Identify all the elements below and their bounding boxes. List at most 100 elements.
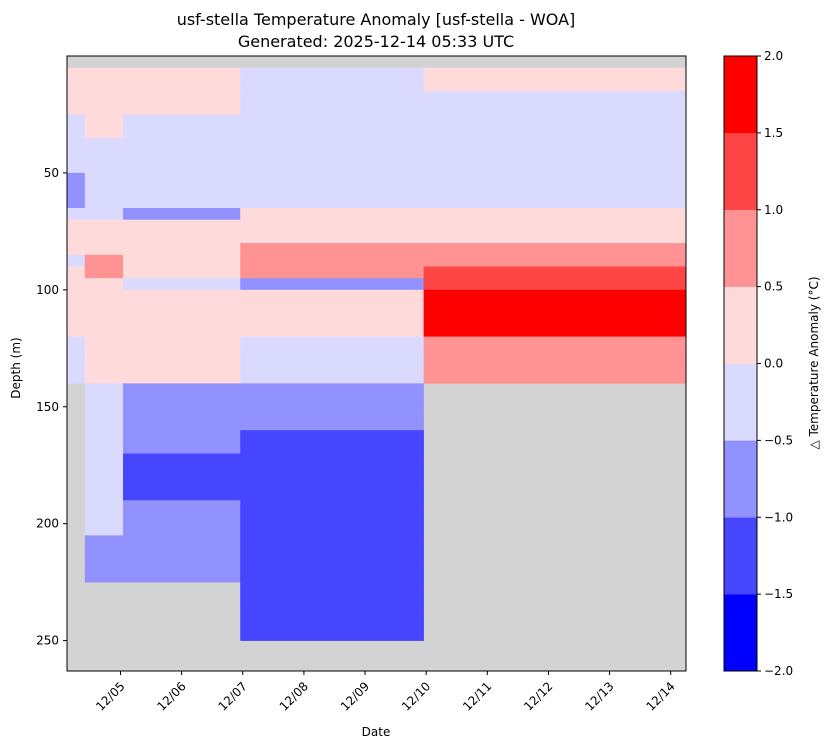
heatmap-cell xyxy=(123,348,241,361)
heatmap-cell xyxy=(123,231,241,244)
heatmap-cell xyxy=(240,582,424,595)
heatmap-cell xyxy=(123,149,241,162)
colorbar-tick-label: 0.5 xyxy=(764,280,783,294)
heatmap-cell xyxy=(423,161,687,174)
heatmap-cell xyxy=(240,278,424,291)
heatmap-cell xyxy=(84,406,124,419)
heatmap-cell xyxy=(240,453,424,466)
heatmap-cell xyxy=(240,161,424,174)
heatmap-cell xyxy=(423,184,687,197)
heatmap-cell xyxy=(123,453,241,466)
heatmap-cell xyxy=(123,91,241,104)
heatmap-cell xyxy=(123,184,241,197)
x-tick-label: 12/09 xyxy=(338,679,372,713)
heatmap-cell xyxy=(123,500,241,513)
heatmap-cell xyxy=(123,406,241,419)
colorbar-segment xyxy=(724,517,757,595)
colorbar-segment xyxy=(724,286,757,364)
heatmap-cell xyxy=(123,207,241,220)
colorbar-tick-label: 1.5 xyxy=(764,126,783,140)
heatmap-cell xyxy=(123,418,241,431)
heatmap-cell xyxy=(240,418,424,431)
heatmap-cell xyxy=(67,243,86,256)
heatmap-cell xyxy=(423,359,687,372)
heatmap-cell xyxy=(123,547,241,560)
heatmap-cell xyxy=(84,289,124,302)
heatmap-cell xyxy=(240,219,424,232)
plot-frame xyxy=(66,55,687,672)
heatmap-cell xyxy=(240,243,424,256)
heatmap-cell xyxy=(67,161,86,174)
y-tick-label: 250 xyxy=(36,634,59,648)
colorbar-tick-label: −1.0 xyxy=(764,510,793,524)
heatmap-cell xyxy=(84,114,124,127)
heatmap-cell xyxy=(84,102,124,115)
heatmap-cell xyxy=(84,278,124,291)
heatmap-cell xyxy=(67,149,86,162)
heatmap-cell xyxy=(240,558,424,571)
x-tick-label: 12/08 xyxy=(277,679,311,713)
heatmap-cell xyxy=(423,313,687,326)
heatmap-cell xyxy=(84,336,124,349)
heatmap-cell xyxy=(423,149,687,162)
colorbar-tick-label: −0.5 xyxy=(764,433,793,447)
heatmap-plot-area xyxy=(66,55,687,672)
heatmap-cell xyxy=(84,547,124,560)
heatmap-cell xyxy=(240,231,424,244)
heatmap-cell xyxy=(423,91,687,104)
heatmap-cell xyxy=(240,488,424,501)
heatmap-cell xyxy=(123,67,241,80)
heatmap-cell xyxy=(67,79,86,92)
x-tick-label: 12/06 xyxy=(154,679,188,713)
heatmap-cell xyxy=(67,219,86,232)
y-tick-label: 100 xyxy=(36,283,59,297)
heatmap-cell xyxy=(423,172,687,185)
heatmap-cell xyxy=(240,430,424,443)
heatmap-cell xyxy=(123,219,241,232)
colorbar-segment xyxy=(724,132,757,211)
heatmap-cell xyxy=(84,511,124,524)
colorbar-tick-label: −2.0 xyxy=(764,664,793,678)
heatmap-cell xyxy=(123,324,241,337)
x-tick-label: 12/07 xyxy=(216,679,250,713)
heatmap-cell xyxy=(423,266,687,279)
heatmap-cell xyxy=(123,137,241,150)
colorbar-label: △ Temperature Anomaly (°C) xyxy=(807,276,821,449)
heatmap-cell xyxy=(84,243,124,256)
heatmap-cell xyxy=(123,161,241,174)
heatmap-cell xyxy=(240,593,424,606)
chart-title-line2: Generated: 2025-12-14 05:33 UTC xyxy=(238,32,514,51)
heatmap-cell xyxy=(84,172,124,185)
heatmap-cell xyxy=(240,628,424,641)
heatmap-cell xyxy=(84,254,124,267)
heatmap-cell xyxy=(423,67,687,80)
heatmap-cell xyxy=(84,383,124,396)
heatmap-cell xyxy=(123,465,241,478)
x-tick-label: 12/10 xyxy=(399,679,433,713)
heatmap-cell xyxy=(423,278,687,291)
heatmap-cell xyxy=(423,196,687,209)
heatmap-cell xyxy=(84,184,124,197)
heatmap-cell xyxy=(84,558,124,571)
heatmap-cell xyxy=(84,465,124,478)
heatmap-cell xyxy=(240,149,424,162)
heatmap-cell xyxy=(123,558,241,571)
heatmap-cell xyxy=(123,289,241,302)
heatmap-cell xyxy=(423,243,687,256)
heatmap-cell xyxy=(67,172,86,185)
heatmap-cell xyxy=(67,371,86,384)
y-axis-label: Depth (m) xyxy=(9,337,23,398)
heatmap-cell xyxy=(67,278,86,291)
heatmap-cell xyxy=(84,453,124,466)
x-axis-label: Date xyxy=(362,725,391,739)
heatmap-cell xyxy=(123,523,241,536)
heatmap-cell xyxy=(84,219,124,232)
heatmap-cell xyxy=(123,383,241,396)
heatmap-cell xyxy=(423,371,687,384)
colorbar-segment xyxy=(724,440,757,518)
heatmap-cell xyxy=(240,617,424,630)
heatmap-cell xyxy=(240,476,424,489)
heatmap-cell xyxy=(84,207,124,220)
heatmap-cell xyxy=(240,605,424,618)
